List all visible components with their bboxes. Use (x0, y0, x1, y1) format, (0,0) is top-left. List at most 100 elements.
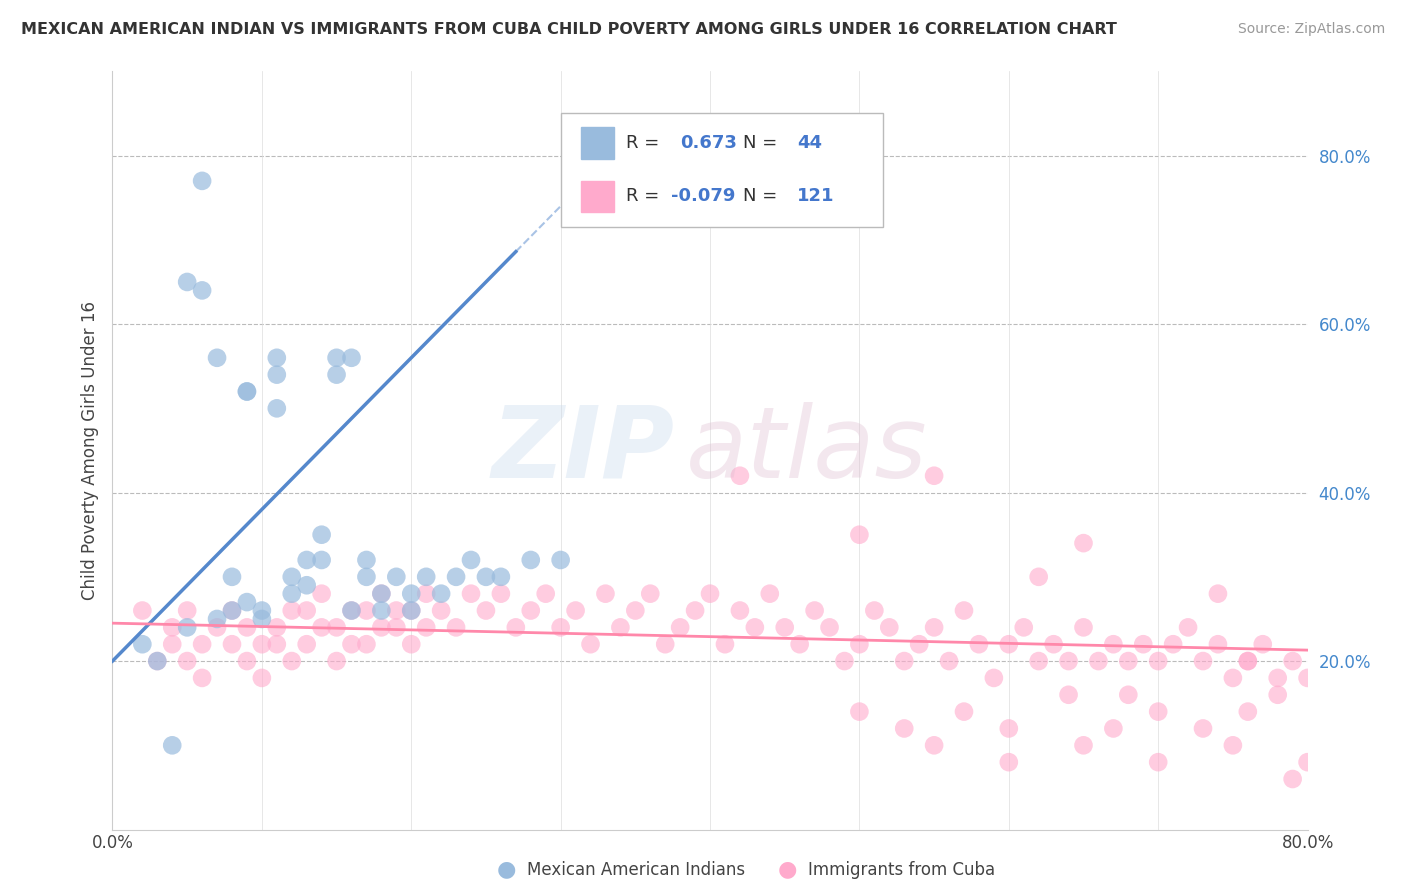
Point (848, 705, 870, 719)
Point (340, 637, 363, 651)
Point (370, 587, 392, 601)
Point (221, 603, 243, 617)
Point (550, 620, 572, 634)
Point (699, 587, 721, 601)
Point (669, 620, 692, 634)
FancyBboxPatch shape (581, 128, 614, 160)
Point (401, 603, 423, 617)
Point (1028, 654, 1050, 668)
Point (281, 587, 304, 601)
Point (176, 603, 198, 617)
Point (281, 654, 304, 668)
Point (266, 620, 288, 634)
Point (640, 587, 662, 601)
Point (1087, 654, 1109, 668)
Point (250, 637, 273, 651)
Point (789, 637, 811, 651)
Point (266, 637, 288, 651)
Point (401, 587, 423, 601)
Point (759, 587, 782, 601)
Point (564, 603, 586, 617)
Text: -0.079: -0.079 (671, 187, 735, 205)
Point (489, 587, 512, 601)
Point (893, 654, 915, 668)
Point (654, 637, 676, 651)
Point (879, 620, 901, 634)
Point (922, 468, 945, 483)
Point (236, 384, 259, 399)
Point (266, 351, 288, 365)
Point (356, 570, 378, 584)
Point (460, 553, 482, 567)
Point (505, 620, 527, 634)
Point (848, 527, 870, 541)
Point (1206, 637, 1229, 651)
Point (415, 570, 437, 584)
Point (1147, 654, 1170, 668)
Point (1251, 637, 1274, 651)
Point (325, 654, 347, 668)
Point (281, 603, 304, 617)
Point (728, 468, 751, 483)
Text: ●: ● (496, 860, 516, 880)
Point (1267, 671, 1289, 685)
Point (1118, 654, 1140, 668)
Point (1102, 637, 1125, 651)
Point (908, 637, 931, 651)
Point (311, 553, 333, 567)
Point (1028, 570, 1050, 584)
Point (311, 527, 333, 541)
Point (401, 603, 423, 617)
Point (609, 620, 631, 634)
Point (714, 637, 737, 651)
Text: 0.673: 0.673 (681, 135, 737, 153)
Text: 121: 121 (797, 187, 835, 205)
Point (131, 603, 153, 617)
Point (162, 637, 183, 651)
Point (191, 284, 214, 298)
Point (430, 587, 453, 601)
Point (131, 637, 153, 651)
Point (356, 637, 378, 651)
Point (1237, 705, 1260, 719)
Point (1206, 587, 1229, 601)
Point (683, 603, 706, 617)
Point (266, 368, 288, 382)
Point (340, 603, 363, 617)
Point (356, 603, 378, 617)
Point (444, 620, 467, 634)
Point (1192, 722, 1215, 736)
Point (1222, 671, 1244, 685)
Point (340, 351, 363, 365)
Point (236, 595, 259, 609)
Point (624, 603, 647, 617)
Point (205, 351, 228, 365)
Point (1147, 755, 1170, 769)
Point (236, 384, 259, 399)
Point (311, 620, 333, 634)
Point (1237, 654, 1260, 668)
Point (205, 620, 228, 634)
Point (1102, 722, 1125, 736)
Point (893, 722, 915, 736)
Text: atlas: atlas (686, 402, 928, 499)
Point (325, 620, 347, 634)
Point (295, 553, 318, 567)
Point (370, 587, 392, 601)
Point (938, 654, 960, 668)
Point (250, 603, 273, 617)
Point (1073, 739, 1095, 753)
Point (848, 637, 870, 651)
Point (415, 587, 437, 601)
Point (401, 637, 423, 651)
Text: ●: ● (778, 860, 797, 880)
Point (1237, 654, 1260, 668)
Point (520, 603, 543, 617)
Point (967, 637, 990, 651)
Point (356, 553, 378, 567)
Point (1267, 688, 1289, 702)
Point (295, 637, 318, 651)
Point (1177, 620, 1199, 634)
Point (385, 603, 408, 617)
Point (818, 620, 841, 634)
